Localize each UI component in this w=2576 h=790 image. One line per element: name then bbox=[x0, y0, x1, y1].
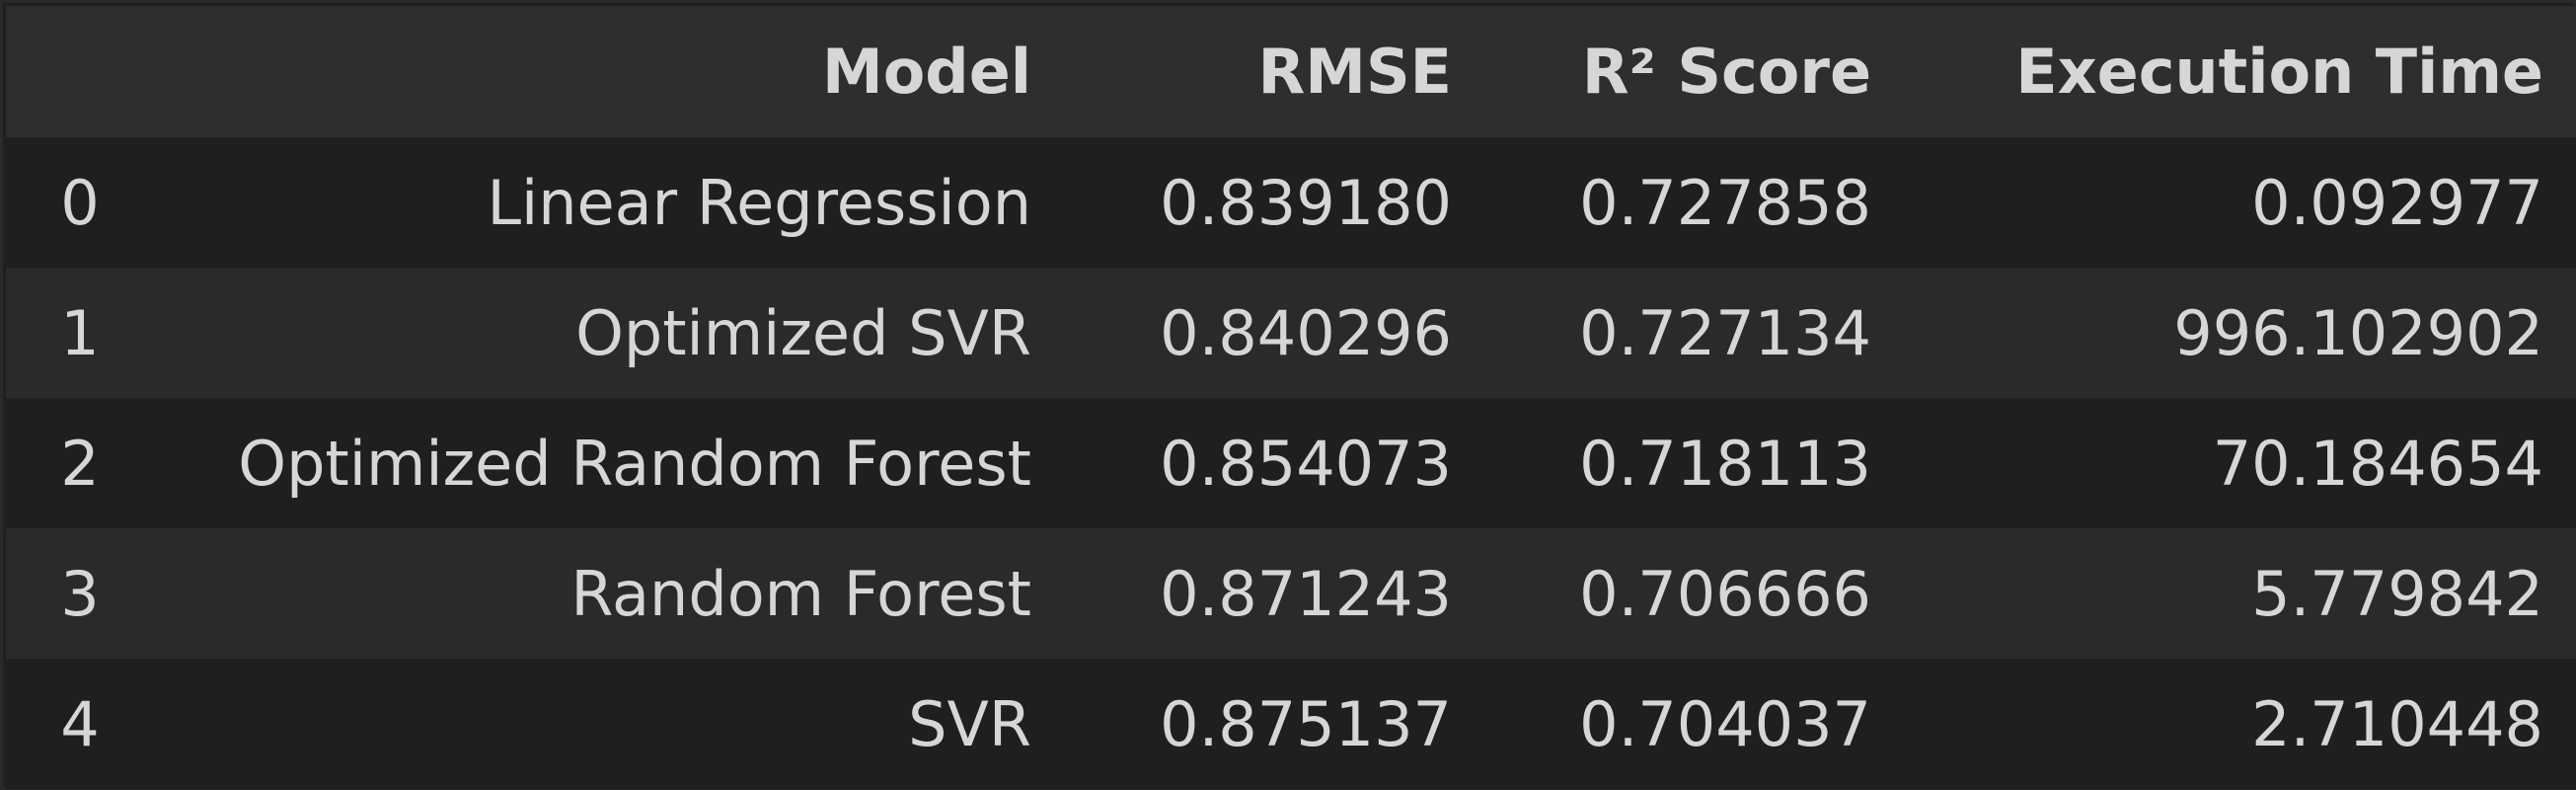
r2-score-cell: 0.718113 bbox=[1579, 427, 1871, 500]
rmse-cell: 0.875137 bbox=[1160, 687, 1452, 760]
table-row: 3 Random Forest 0.871243 0.706666 5.7798… bbox=[6, 528, 2576, 659]
execution-time-cell: 5.779842 bbox=[2251, 557, 2543, 630]
model-cell: Random Forest bbox=[570, 557, 1031, 630]
rmse-cell: 0.840296 bbox=[1160, 296, 1452, 369]
model-column-header: Model bbox=[822, 36, 1031, 108]
table-row: 2 Optimized Random Forest 0.854073 0.718… bbox=[6, 398, 2576, 528]
r2-score-cell: 0.727134 bbox=[1579, 296, 1871, 369]
execution-time-cell: 2.710448 bbox=[2251, 687, 2543, 760]
model-cell: Optimized SVR bbox=[575, 296, 1031, 369]
row-index: 4 bbox=[60, 687, 100, 760]
r2-score-cell: 0.727858 bbox=[1579, 166, 1871, 239]
row-index: 1 bbox=[60, 296, 100, 369]
execution-time-cell: 0.092977 bbox=[2251, 166, 2543, 239]
r2-score-cell: 0.706666 bbox=[1579, 557, 1871, 630]
table-row: 4 SVR 0.875137 0.704037 2.710448 bbox=[6, 659, 2576, 789]
row-index: 0 bbox=[60, 166, 100, 239]
table-body: 0 Linear Regression 0.839180 0.727858 0.… bbox=[6, 137, 2576, 789]
results-table: Model RMSE R² Score Execution Time 0 Lin… bbox=[6, 6, 2576, 789]
table-row: 0 Linear Regression 0.839180 0.727858 0.… bbox=[6, 137, 2576, 268]
row-index: 3 bbox=[60, 557, 100, 630]
table-header: Model RMSE R² Score Execution Time bbox=[6, 6, 2576, 137]
execution-time-cell: 996.102902 bbox=[2173, 296, 2543, 369]
rmse-column-header: RMSE bbox=[1257, 36, 1452, 108]
table-row: 1 Optimized SVR 0.840296 0.727134 996.10… bbox=[6, 268, 2576, 398]
index-column-header bbox=[6, 6, 154, 137]
model-cell: Linear Regression bbox=[487, 166, 1031, 239]
r2-score-cell: 0.704037 bbox=[1579, 687, 1871, 760]
model-cell: Optimized Random Forest bbox=[238, 427, 1031, 500]
rmse-cell: 0.871243 bbox=[1160, 557, 1452, 630]
rmse-cell: 0.854073 bbox=[1160, 427, 1452, 500]
header-row: Model RMSE R² Score Execution Time bbox=[6, 6, 2576, 137]
execution-time-column-header: Execution Time bbox=[2015, 36, 2543, 108]
execution-time-cell: 70.184654 bbox=[2212, 427, 2543, 500]
rmse-cell: 0.839180 bbox=[1160, 166, 1452, 239]
r2-score-column-header: R² Score bbox=[1581, 36, 1871, 108]
model-cell: SVR bbox=[908, 687, 1031, 760]
row-index: 2 bbox=[60, 427, 100, 500]
